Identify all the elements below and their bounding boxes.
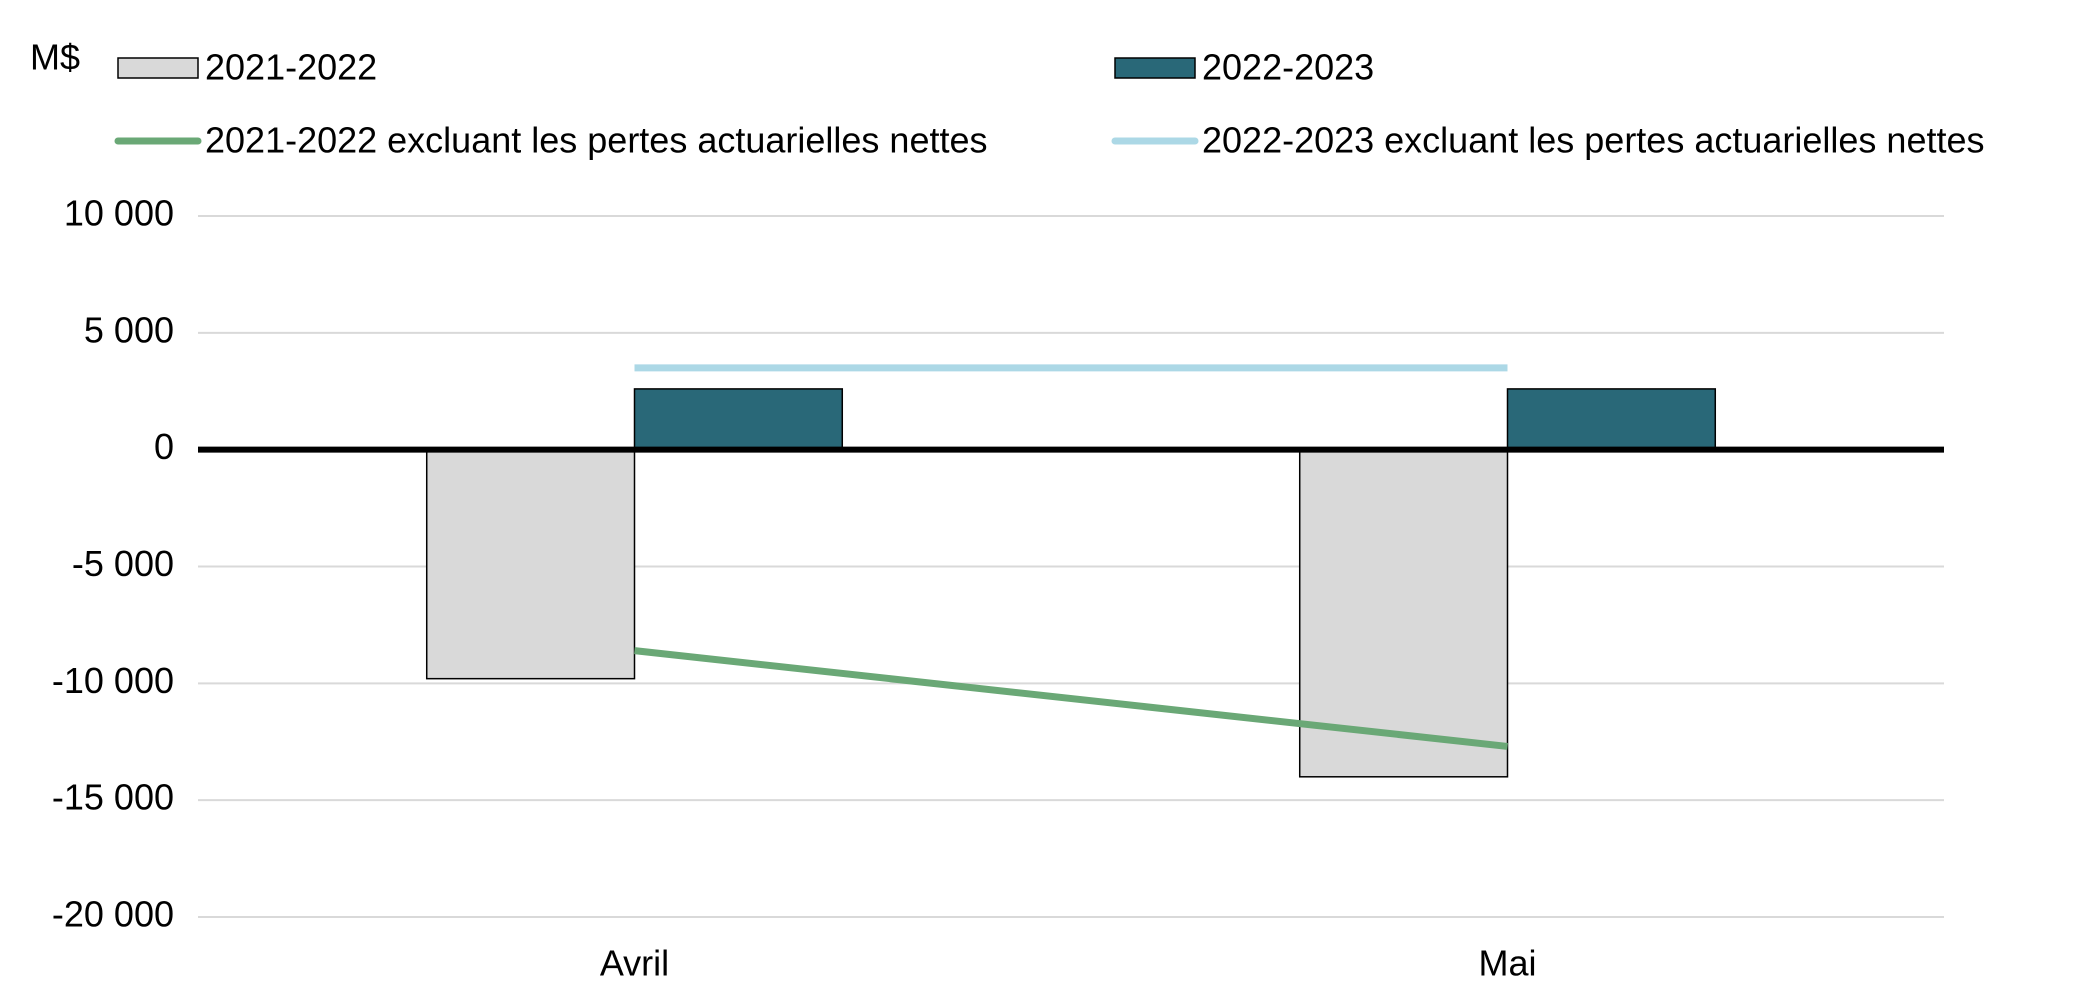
legend-label: 2021-2022 [205, 47, 377, 88]
line-series [634, 647, 1508, 750]
y-axis-label: M$ [30, 37, 80, 78]
bar [1506, 388, 1717, 451]
bar [633, 388, 844, 451]
x-tick-label: Avril [600, 943, 669, 984]
y-tick-label: -10 000 [52, 660, 174, 701]
y-tick-label: 0 [154, 426, 174, 467]
y-tick-label: -20 000 [52, 894, 174, 935]
legend-swatch [1114, 57, 1196, 79]
legend-label: 2021-2022 excluant les pertes actuariell… [205, 120, 988, 161]
legend-label: 2022-2023 excluant les pertes actuariell… [1202, 120, 1985, 161]
legend-label: 2022-2023 [1202, 47, 1374, 88]
y-tick-label: 10 000 [64, 193, 174, 234]
bar [425, 448, 636, 680]
legend-swatch [117, 57, 199, 79]
y-tick-label: 5 000 [84, 309, 174, 350]
y-tick-label: -5 000 [72, 543, 174, 584]
y-tick-label: -15 000 [52, 777, 174, 818]
x-tick-label: Mai [1478, 943, 1536, 984]
bar [1298, 448, 1509, 778]
